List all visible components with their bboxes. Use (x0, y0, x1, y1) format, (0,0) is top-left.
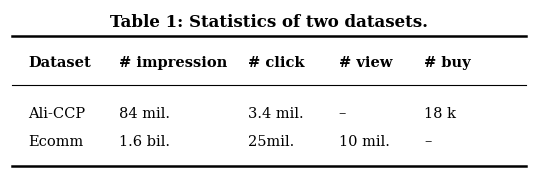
Text: # click: # click (247, 56, 304, 70)
Text: 10 mil.: 10 mil. (338, 135, 390, 149)
Text: Ali-CCP: Ali-CCP (28, 106, 86, 121)
Text: Table 1: Statistics of two datasets.: Table 1: Statistics of two datasets. (110, 14, 428, 31)
Text: 25mil.: 25mil. (247, 135, 294, 149)
Text: Dataset: Dataset (28, 56, 91, 70)
Text: Ecomm: Ecomm (28, 135, 83, 149)
Text: # view: # view (338, 56, 392, 70)
Text: –: – (424, 135, 431, 149)
Text: 1.6 bil.: 1.6 bil. (119, 135, 170, 149)
Text: 3.4 mil.: 3.4 mil. (247, 106, 303, 121)
Text: # buy: # buy (424, 56, 471, 70)
Text: # impression: # impression (119, 56, 228, 70)
Text: 18 k: 18 k (424, 106, 456, 121)
Text: 84 mil.: 84 mil. (119, 106, 170, 121)
Text: –: – (338, 106, 346, 121)
